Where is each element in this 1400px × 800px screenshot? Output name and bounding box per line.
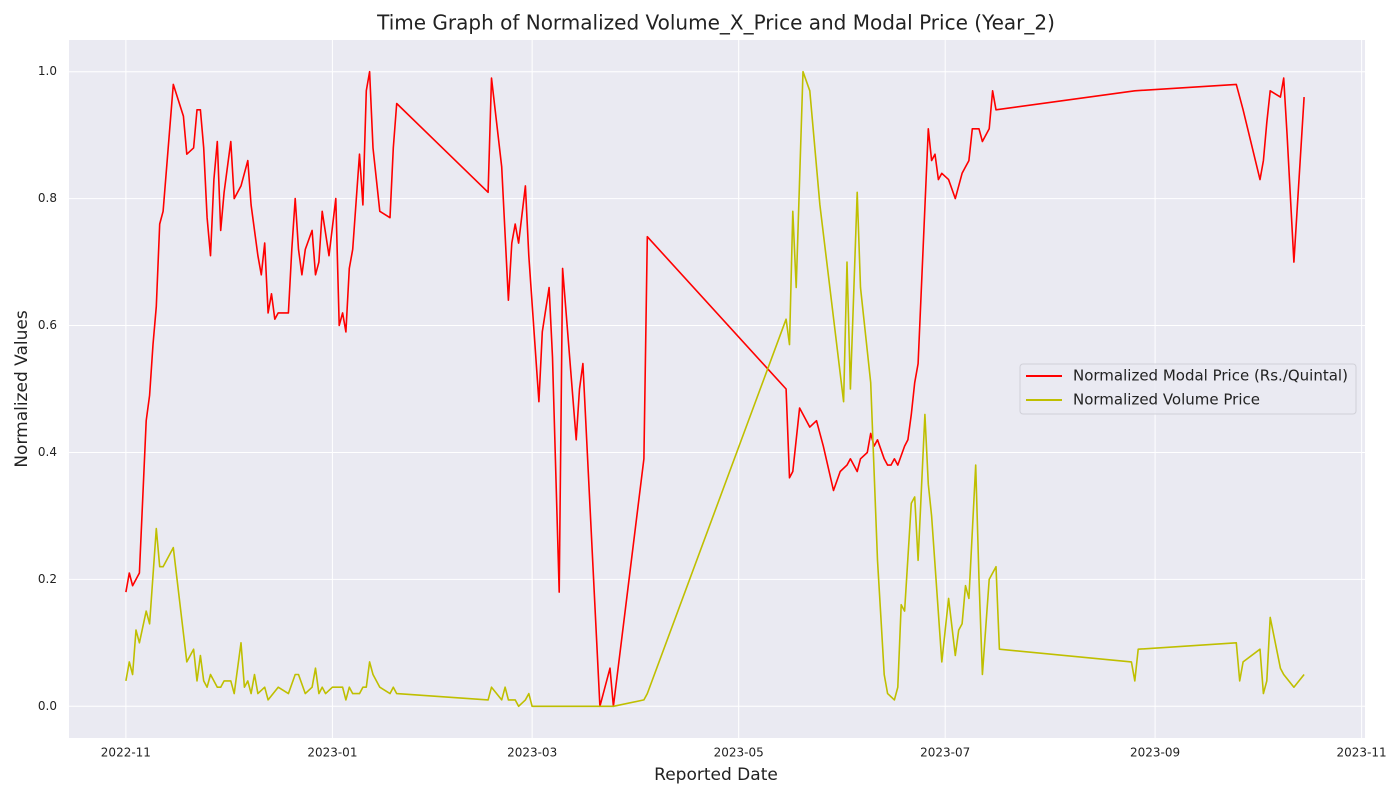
legend-label: Normalized Modal Price (Rs./Quintal) [1073, 367, 1348, 385]
x-tick-label: 2022-11 [101, 746, 151, 760]
x-axis-label: Reported Date [654, 765, 778, 785]
y-tick-label: 0.2 [38, 572, 57, 586]
y-tick-label: 1.0 [38, 64, 57, 78]
y-tick-label: 0.6 [38, 318, 57, 332]
y-axis-label: Normalized Values [12, 310, 32, 467]
legend-box [1019, 363, 1357, 415]
x-tick-label: 2023-09 [1130, 746, 1180, 760]
lines [125, 70, 1305, 708]
series-line [125, 70, 1305, 708]
x-tick-label: 2023-11 [1337, 746, 1387, 760]
grid [69, 40, 1365, 738]
legend: Normalized Modal Price (Rs./Quintal) Norm… [1019, 363, 1357, 415]
y-tick-label: 0.4 [38, 445, 57, 459]
y-tick-label: 0.8 [38, 191, 57, 205]
legend-label: Normalized Volume Price [1073, 391, 1260, 409]
y-tick-label: 0.0 [38, 699, 57, 713]
x-tick-label: 2023-03 [507, 746, 557, 760]
chart-title: Time Graph of Normalized Volume_X_Price … [376, 11, 1055, 35]
x-tick-label: 2023-07 [920, 746, 970, 760]
series-line [125, 70, 1305, 708]
x-tick-label: 2023-05 [714, 746, 764, 760]
x-tick-label: 2023-01 [307, 746, 357, 760]
